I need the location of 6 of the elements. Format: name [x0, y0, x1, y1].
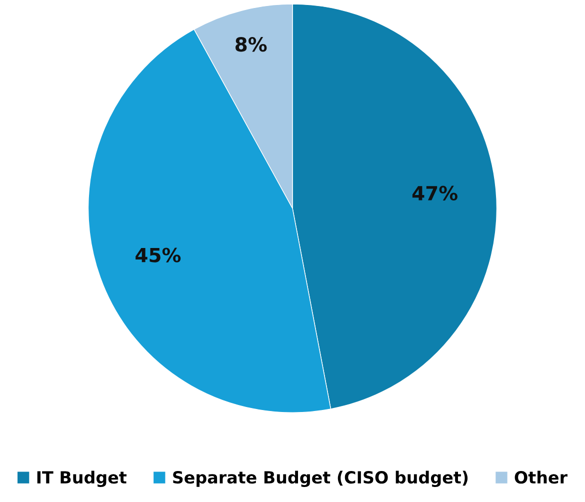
data-label: 47% [412, 186, 458, 201]
legend-label: Separate Budget (CISO budget) [173, 470, 468, 487]
legend-label: IT Budget [37, 470, 127, 487]
data-label: 8% [236, 37, 267, 52]
legend-label: Other [514, 470, 568, 484]
data-label: 45% [136, 248, 181, 262]
